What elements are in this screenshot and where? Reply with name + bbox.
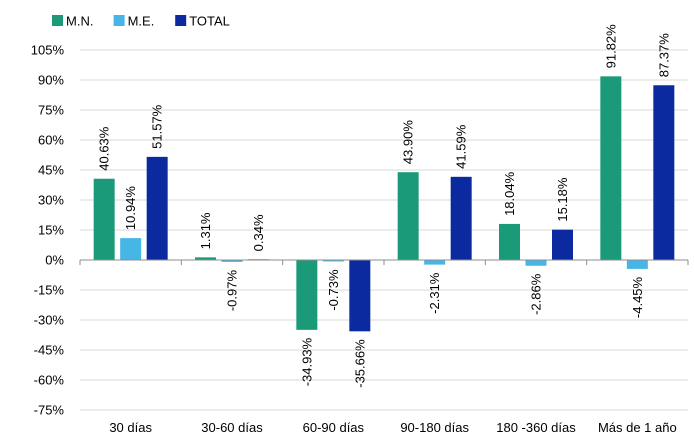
bar-mn xyxy=(600,76,622,260)
bar-me xyxy=(626,260,648,269)
bar-mn xyxy=(499,223,520,260)
y-tick-label: -45% xyxy=(34,343,65,358)
legend-swatch xyxy=(52,15,63,26)
gridlines xyxy=(80,49,688,411)
y-tick-label: 60% xyxy=(38,133,64,148)
bar-total xyxy=(552,229,573,260)
x-axis: 30 días 30-60 días 60-90 días 90-180 días 18… xyxy=(79,259,689,435)
data-label: 10.94% xyxy=(123,186,138,231)
data-label: -0.97% xyxy=(225,270,240,312)
category-label: 30 días xyxy=(109,420,152,435)
y-tick-label: 0% xyxy=(45,253,64,268)
y-axis: 105% 90% 75% 60% 45% 30% 15% 0% -15% -30% -45% -60%… xyxy=(31,43,65,418)
data-label: 87.37% xyxy=(656,33,671,78)
y-tick-label: -75% xyxy=(34,403,65,418)
data-label: 43.90% xyxy=(401,120,416,165)
data-label: 15.18% xyxy=(555,177,570,222)
y-tick-label: -15% xyxy=(34,283,65,298)
bar-mn xyxy=(93,178,115,260)
bar-me xyxy=(525,260,547,266)
y-tick-label: 105% xyxy=(31,43,65,58)
data-labels: 40.63% 1.31% -34.93% 43.90% 18.04% 91.82% 10.9… xyxy=(97,24,672,388)
data-label: 40.63% xyxy=(97,126,112,171)
legend-swatch xyxy=(175,15,187,26)
y-tick-label: -30% xyxy=(34,313,65,328)
data-label: -2.86% xyxy=(529,273,544,315)
y-tick-label: 45% xyxy=(38,163,64,178)
data-label: 91.82% xyxy=(603,24,618,69)
y-tick-label: 90% xyxy=(38,73,64,88)
bar-total xyxy=(146,156,168,260)
category-label: 180 -360 días xyxy=(496,420,576,435)
bar-me xyxy=(424,260,446,265)
category-label: Más de 1 año xyxy=(598,420,677,435)
bar-me xyxy=(120,238,142,260)
bar-me xyxy=(221,260,243,262)
legend-label: TOTAL xyxy=(189,14,230,29)
data-label: -34.93% xyxy=(299,337,314,386)
bar-mn xyxy=(296,260,318,330)
data-label: 0.34% xyxy=(251,214,266,251)
data-label: 1.31% xyxy=(198,212,213,249)
bar-me xyxy=(322,260,344,262)
y-tick-label: -60% xyxy=(34,373,65,388)
category-label: 90-180 días xyxy=(400,420,469,435)
data-label: 51.57% xyxy=(150,104,165,149)
category-label: 60-90 días xyxy=(303,420,365,435)
legend-label: M.E. xyxy=(128,14,155,29)
legend-swatch xyxy=(113,15,125,26)
data-label: -0.73% xyxy=(326,269,341,311)
legend: M.N. M.E. TOTAL xyxy=(52,14,230,29)
bar-mn xyxy=(195,257,216,260)
data-label: 18.04% xyxy=(502,171,517,216)
bars xyxy=(93,76,675,332)
data-label: 41.59% xyxy=(454,124,469,169)
data-label: -35.66% xyxy=(352,339,367,388)
y-tick-label: 15% xyxy=(38,223,64,238)
y-tick-label: 75% xyxy=(38,103,64,118)
bar-total xyxy=(450,176,472,260)
category-label: 30-60 días xyxy=(201,420,263,435)
y-tick-label: 30% xyxy=(38,193,64,208)
bar-mn xyxy=(397,172,419,260)
bar-total xyxy=(349,260,371,332)
legend-label: M.N. xyxy=(66,14,93,29)
data-label: -2.31% xyxy=(427,272,442,314)
bar-total xyxy=(653,85,675,260)
data-label: -4.45% xyxy=(630,276,645,318)
